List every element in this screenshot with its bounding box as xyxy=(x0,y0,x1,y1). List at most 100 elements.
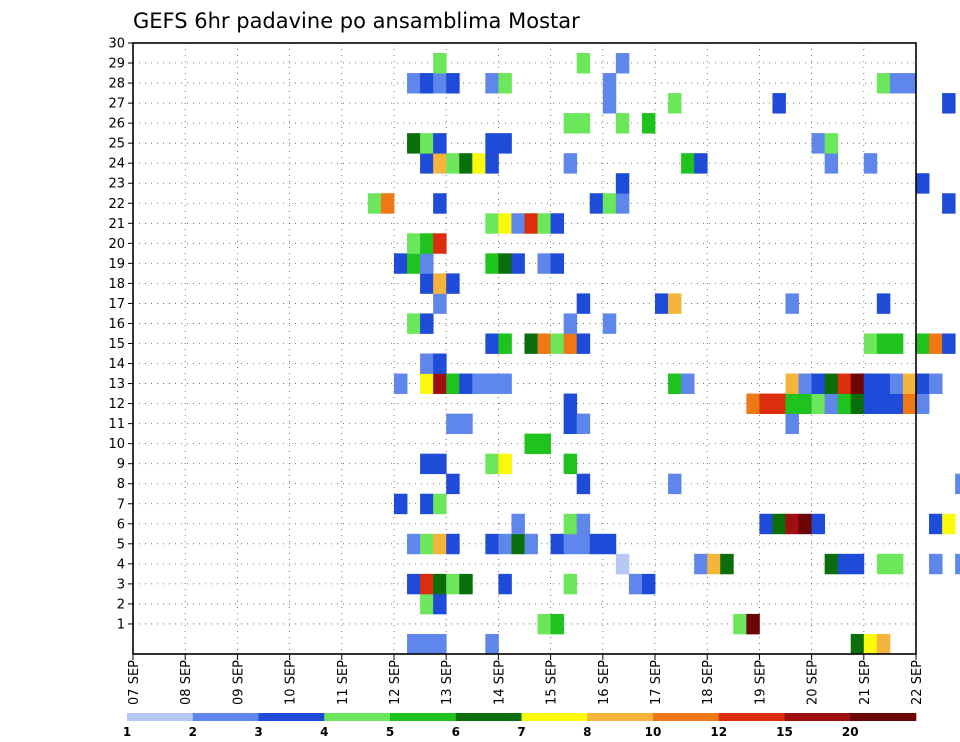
heatmap-cell xyxy=(576,473,591,495)
heatmap-cell xyxy=(798,373,812,394)
heatmap-cell xyxy=(498,573,512,595)
heatmap-cell xyxy=(380,193,395,214)
y-tick-label: 2 xyxy=(117,597,125,612)
heatmap-cell xyxy=(876,393,891,414)
y-tick-label: 11 xyxy=(108,417,125,432)
heatmap-cell xyxy=(485,213,499,234)
colorbar-label: 1 xyxy=(123,725,131,739)
heatmap-cell xyxy=(433,293,447,314)
heatmap-cell xyxy=(550,253,565,274)
heatmap-cell xyxy=(485,133,499,154)
heatmap-cell xyxy=(472,373,486,394)
heatmap-cell xyxy=(955,473,960,495)
heatmap-cell xyxy=(498,73,512,94)
heatmap-cell xyxy=(407,253,421,274)
heatmap-cell xyxy=(446,533,460,555)
chart-title: GEFS 6hr padavine po ansamblima Mostar xyxy=(133,9,580,33)
heatmap-cell xyxy=(602,193,617,214)
heatmap-cell xyxy=(785,293,799,314)
heatmap-cell xyxy=(876,553,891,575)
heatmap-cell xyxy=(485,533,499,555)
heatmap-cell xyxy=(733,613,747,635)
heatmap-cell xyxy=(446,153,460,174)
heatmap-cell xyxy=(811,133,826,154)
heatmap-cell xyxy=(524,433,538,455)
heatmap-cell xyxy=(407,633,421,655)
heatmap-cell xyxy=(407,233,421,254)
heatmap-cell xyxy=(498,133,512,154)
x-tick-label: 18 SEP xyxy=(701,660,716,705)
y-tick-label: 8 xyxy=(117,477,125,492)
heatmap-cell xyxy=(563,453,578,475)
heatmap-cell xyxy=(576,113,591,134)
heatmap-cell xyxy=(563,153,578,174)
heatmap-cell xyxy=(511,213,525,234)
heatmap-cell xyxy=(916,173,930,194)
y-tick-label: 5 xyxy=(117,537,125,552)
y-tick-label: 26 xyxy=(108,117,125,132)
y-tick-label: 10 xyxy=(108,437,125,452)
heatmap-cell xyxy=(589,533,604,555)
heatmap-cell xyxy=(602,73,617,94)
colorbar-swatch xyxy=(127,713,194,721)
heatmap-cell xyxy=(550,213,565,234)
heatmap-cell xyxy=(772,513,786,535)
heatmap-cell xyxy=(537,613,551,635)
heatmap-cell xyxy=(850,633,865,655)
heatmap-cell xyxy=(485,633,499,655)
y-tick-label: 23 xyxy=(108,177,125,192)
x-tick-label: 19 SEP xyxy=(753,660,768,705)
heatmap-cell xyxy=(537,213,551,234)
y-tick-label: 7 xyxy=(117,497,125,512)
heatmap-cell xyxy=(433,353,447,374)
heatmap-cell xyxy=(433,373,447,394)
heatmap-cell xyxy=(668,473,682,495)
heatmap-cell xyxy=(537,333,551,354)
heatmap-cell xyxy=(433,533,447,555)
heatmap-cell xyxy=(394,373,408,394)
y-tick-label: 16 xyxy=(108,317,125,332)
heatmap-cell xyxy=(407,573,421,595)
colorbar-swatch xyxy=(192,713,259,721)
heatmap-cell xyxy=(550,333,565,354)
heatmap-cell xyxy=(446,73,460,94)
heatmap-cell xyxy=(511,513,525,535)
heatmap-cell xyxy=(916,393,930,414)
heatmap-cell xyxy=(446,413,460,435)
x-tick-label: 21 SEP xyxy=(858,660,873,705)
heatmap-cell xyxy=(916,333,930,354)
heatmap-cell xyxy=(863,153,878,174)
heatmap-cell xyxy=(563,513,578,535)
y-tick-label: 22 xyxy=(108,197,125,212)
heatmap-cell xyxy=(824,133,839,154)
heatmap-cell xyxy=(615,553,630,575)
heatmap-cell xyxy=(485,253,499,274)
x-tick-label: 13 SEP xyxy=(440,660,455,705)
heatmap-cell xyxy=(681,153,695,174)
x-tick-label: 11 SEP xyxy=(336,660,351,705)
heatmap-cell xyxy=(420,233,434,254)
heatmap-cell xyxy=(511,253,525,274)
heatmap-cell xyxy=(420,133,434,154)
x-tick-label: 12 SEP xyxy=(388,660,403,705)
heatmap-cell xyxy=(942,513,956,535)
heatmap-cell xyxy=(589,193,604,214)
heatmap-cell xyxy=(798,513,812,535)
heatmap-cell xyxy=(876,633,891,655)
heatmap-cell xyxy=(615,113,630,134)
heatmap-cell xyxy=(524,533,538,555)
heatmap-cell xyxy=(563,413,578,435)
heatmap-cell xyxy=(641,573,656,595)
heatmap-cell xyxy=(407,73,421,94)
heatmap-cell xyxy=(563,533,578,555)
y-tick-label: 25 xyxy=(108,137,125,152)
heatmap-cell xyxy=(433,193,447,214)
heatmap-cell xyxy=(694,153,708,174)
heatmap-cell xyxy=(485,373,499,394)
heatmap-cell xyxy=(811,393,826,414)
heatmap-cell xyxy=(550,613,565,635)
heatmap-cell xyxy=(837,393,852,414)
heatmap-cell xyxy=(811,373,826,394)
heatmap-cell xyxy=(759,513,773,535)
